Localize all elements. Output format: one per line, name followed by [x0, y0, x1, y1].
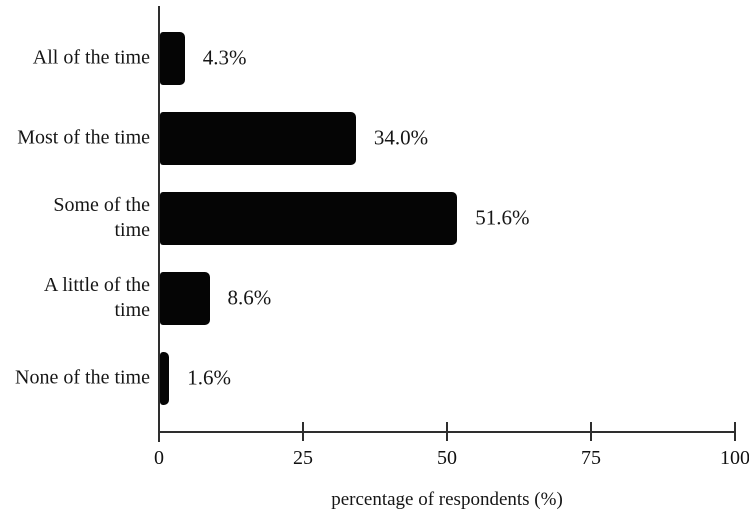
bar-all-of-the-time — [160, 31, 185, 85]
x-axis-tick-100 — [734, 422, 736, 441]
x-axis-title: percentage of respondents (%) — [331, 489, 563, 510]
category-label-none-of-the-time: None of the time — [15, 366, 150, 389]
value-label-some-of-the-time: 51.6% — [475, 205, 530, 230]
category-label-all-of-the-time: All of the time — [32, 46, 150, 69]
category-label-some-of-the-time: Some of the time — [53, 194, 150, 241]
bar-none-of-the-time — [160, 351, 170, 405]
category-label-a-little-of-the-time: A little of the time — [43, 274, 150, 321]
x-tick-label: 100 — [720, 447, 749, 469]
value-label-none-of-the-time: 1.6% — [187, 365, 231, 390]
x-axis-tick-25 — [302, 422, 304, 441]
x-tick-label: 75 — [581, 447, 601, 469]
x-axis-tick-50 — [446, 422, 448, 441]
value-label-a-little-of-the-time: 8.6% — [227, 285, 272, 310]
x-tick-label: 25 — [293, 447, 313, 469]
bar-a-little-of-the-time — [160, 271, 210, 325]
bar-most-of-the-time — [160, 111, 356, 165]
y-axis-line — [158, 6, 160, 442]
category-label-most-of-the-time: Most of the time — [17, 126, 150, 149]
x-tick-label: 50 — [437, 447, 457, 469]
x-axis-tick-75 — [590, 422, 592, 441]
value-label-most-of-the-time: 34.0% — [373, 125, 429, 150]
x-tick-label: 0 — [154, 447, 164, 469]
value-label-all-of-the-time: 4.3% — [202, 45, 247, 70]
bar-some-of-the-time — [160, 191, 458, 245]
